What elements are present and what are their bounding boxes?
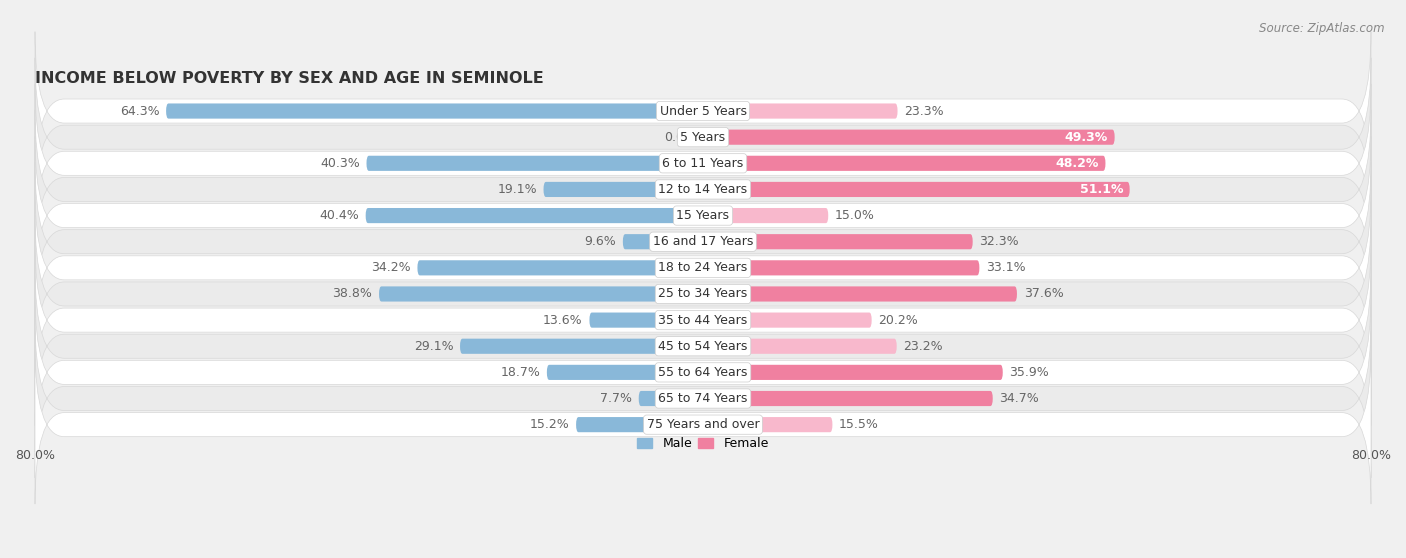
FancyBboxPatch shape — [589, 312, 703, 328]
Text: 35 to 44 Years: 35 to 44 Years — [658, 314, 748, 326]
Text: 49.3%: 49.3% — [1064, 131, 1108, 143]
Text: INCOME BELOW POVERTY BY SEX AND AGE IN SEMINOLE: INCOME BELOW POVERTY BY SEX AND AGE IN S… — [35, 71, 544, 86]
FancyBboxPatch shape — [703, 417, 832, 432]
Text: 13.6%: 13.6% — [543, 314, 582, 326]
FancyBboxPatch shape — [366, 208, 703, 223]
FancyBboxPatch shape — [35, 84, 1371, 243]
Text: 48.2%: 48.2% — [1056, 157, 1099, 170]
FancyBboxPatch shape — [35, 345, 1371, 504]
Text: 75 Years and over: 75 Years and over — [647, 418, 759, 431]
Text: 40.3%: 40.3% — [321, 157, 360, 170]
FancyBboxPatch shape — [703, 312, 872, 328]
FancyBboxPatch shape — [380, 286, 703, 301]
Text: 25 to 34 Years: 25 to 34 Years — [658, 287, 748, 300]
Text: 7.7%: 7.7% — [600, 392, 633, 405]
FancyBboxPatch shape — [576, 417, 703, 432]
Text: 33.1%: 33.1% — [986, 261, 1026, 275]
Text: 9.6%: 9.6% — [585, 235, 616, 248]
FancyBboxPatch shape — [703, 339, 897, 354]
FancyBboxPatch shape — [547, 365, 703, 380]
Text: 5 Years: 5 Years — [681, 131, 725, 143]
Text: 6 to 11 Years: 6 to 11 Years — [662, 157, 744, 170]
FancyBboxPatch shape — [35, 267, 1371, 426]
FancyBboxPatch shape — [703, 260, 980, 276]
FancyBboxPatch shape — [35, 32, 1371, 190]
Text: 34.2%: 34.2% — [371, 261, 411, 275]
FancyBboxPatch shape — [703, 286, 1017, 301]
Text: 15.0%: 15.0% — [835, 209, 875, 222]
Text: 38.8%: 38.8% — [332, 287, 373, 300]
FancyBboxPatch shape — [35, 319, 1371, 478]
FancyBboxPatch shape — [35, 162, 1371, 321]
FancyBboxPatch shape — [35, 293, 1371, 452]
FancyBboxPatch shape — [703, 156, 1105, 171]
Text: 18 to 24 Years: 18 to 24 Years — [658, 261, 748, 275]
Text: 16 and 17 Years: 16 and 17 Years — [652, 235, 754, 248]
FancyBboxPatch shape — [418, 260, 703, 276]
FancyBboxPatch shape — [35, 214, 1371, 373]
Text: Source: ZipAtlas.com: Source: ZipAtlas.com — [1260, 22, 1385, 35]
FancyBboxPatch shape — [544, 182, 703, 197]
Text: 23.3%: 23.3% — [904, 104, 943, 118]
Text: 51.1%: 51.1% — [1080, 183, 1123, 196]
FancyBboxPatch shape — [367, 156, 703, 171]
Text: 15.5%: 15.5% — [839, 418, 879, 431]
FancyBboxPatch shape — [35, 189, 1371, 347]
Text: 32.3%: 32.3% — [980, 235, 1019, 248]
Text: 29.1%: 29.1% — [413, 340, 453, 353]
Text: 18.7%: 18.7% — [501, 366, 540, 379]
Text: 45 to 54 Years: 45 to 54 Years — [658, 340, 748, 353]
FancyBboxPatch shape — [460, 339, 703, 354]
Legend: Male, Female: Male, Female — [633, 432, 773, 455]
FancyBboxPatch shape — [166, 103, 703, 119]
Text: 65 to 74 Years: 65 to 74 Years — [658, 392, 748, 405]
Text: 15.2%: 15.2% — [530, 418, 569, 431]
FancyBboxPatch shape — [703, 391, 993, 406]
FancyBboxPatch shape — [703, 103, 897, 119]
FancyBboxPatch shape — [638, 391, 703, 406]
FancyBboxPatch shape — [35, 57, 1371, 217]
Text: Under 5 Years: Under 5 Years — [659, 104, 747, 118]
Text: 35.9%: 35.9% — [1010, 366, 1049, 379]
Text: 55 to 64 Years: 55 to 64 Years — [658, 366, 748, 379]
FancyBboxPatch shape — [35, 240, 1371, 400]
FancyBboxPatch shape — [703, 365, 1002, 380]
Text: 64.3%: 64.3% — [120, 104, 159, 118]
FancyBboxPatch shape — [703, 234, 973, 249]
FancyBboxPatch shape — [35, 110, 1371, 269]
Text: 20.2%: 20.2% — [879, 314, 918, 326]
Text: 15 Years: 15 Years — [676, 209, 730, 222]
Text: 12 to 14 Years: 12 to 14 Years — [658, 183, 748, 196]
Text: 23.2%: 23.2% — [904, 340, 943, 353]
FancyBboxPatch shape — [623, 234, 703, 249]
Text: 40.4%: 40.4% — [319, 209, 359, 222]
Text: 19.1%: 19.1% — [498, 183, 537, 196]
FancyBboxPatch shape — [703, 129, 1115, 145]
FancyBboxPatch shape — [703, 182, 1129, 197]
Text: 37.6%: 37.6% — [1024, 287, 1063, 300]
FancyBboxPatch shape — [35, 136, 1371, 295]
FancyBboxPatch shape — [703, 208, 828, 223]
Text: 0.0%: 0.0% — [664, 131, 696, 143]
Text: 34.7%: 34.7% — [1000, 392, 1039, 405]
